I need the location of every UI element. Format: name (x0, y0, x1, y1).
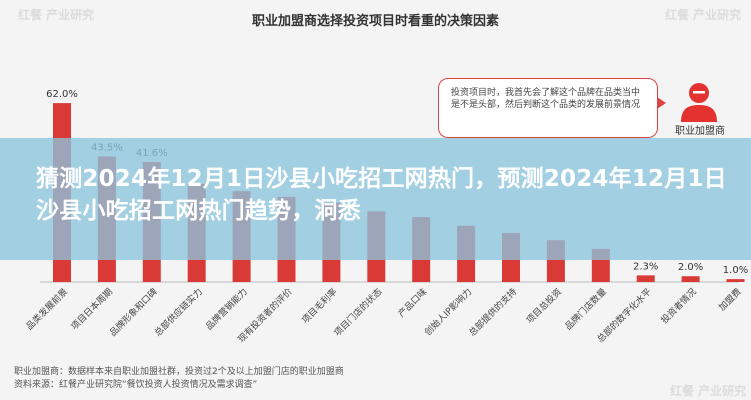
watermark: 红餐 产业研究 (18, 8, 95, 22)
category-label-13: 品牌门店数量 (562, 286, 609, 333)
bar-16 (726, 279, 745, 282)
data-label-14: 2.3% (633, 261, 658, 272)
category-label-3: 品牌形象和口碑 (107, 286, 160, 339)
category-label-8: 项目门店的状态 (331, 286, 384, 339)
category-label-9: 产品口味 (395, 286, 429, 320)
speech-callout: 投资项目时，我首先会了解这个品牌在品类当中是不是头部，然后判断这个品类的发展前景… (438, 78, 666, 138)
category-label-15: 投资者情况 (658, 286, 698, 326)
bar-14 (636, 275, 655, 282)
category-label-10: 创始人IP影响力 (422, 286, 474, 338)
headline-banner (0, 138, 751, 260)
data-label-1: 62.0% (46, 89, 78, 100)
footnote: 职业加盟商：数据样本来自职业加盟社群，投资过2个及以上加盟门店的职业加盟商 资料… (14, 366, 344, 392)
category-label-5: 品牌营销能力 (203, 286, 250, 333)
category-label-16: 加盟费 (716, 286, 744, 314)
callout-text: 投资项目时，我首先会了解这个品牌在品类当中是不是头部，然后判断这个品类的发展前景… (451, 88, 641, 110)
category-label-1: 品类发展前景 (23, 286, 70, 333)
category-label-11: 总部提供的支持 (466, 286, 519, 339)
category-label-2: 项目日本周期 (68, 286, 115, 333)
data-label-15: 2.0% (678, 262, 703, 273)
bar-15 (681, 276, 700, 282)
category-label-7: 项目毛利率 (299, 286, 339, 326)
watermark: 红餐 产业研究 (670, 384, 747, 398)
footnote-line-2: 资料来源：红餐产业研究院“餐饮投资人投资情况及需求调查” (14, 380, 258, 390)
headline: 猜测2024年12月1日沙县小吃招工网热门，预测2024年12月1日沙县小吃招工… (36, 166, 727, 224)
watermark: 红餐 产业研究 (665, 8, 742, 22)
category-label-4: 总部供应链实力 (152, 286, 205, 339)
category-label-12: 项目总投资 (524, 286, 564, 326)
chart-title: 职业加盟商选择投资项目时看重的决策因素 (251, 14, 499, 29)
person-icon (681, 83, 717, 122)
speaker-label: 职业加盟商 (675, 126, 725, 137)
data-label-16: 1.0% (723, 265, 748, 276)
footnote-line-1: 职业加盟商：数据样本来自职业加盟社群，投资过2个及以上加盟门店的职业加盟商 (14, 367, 344, 377)
